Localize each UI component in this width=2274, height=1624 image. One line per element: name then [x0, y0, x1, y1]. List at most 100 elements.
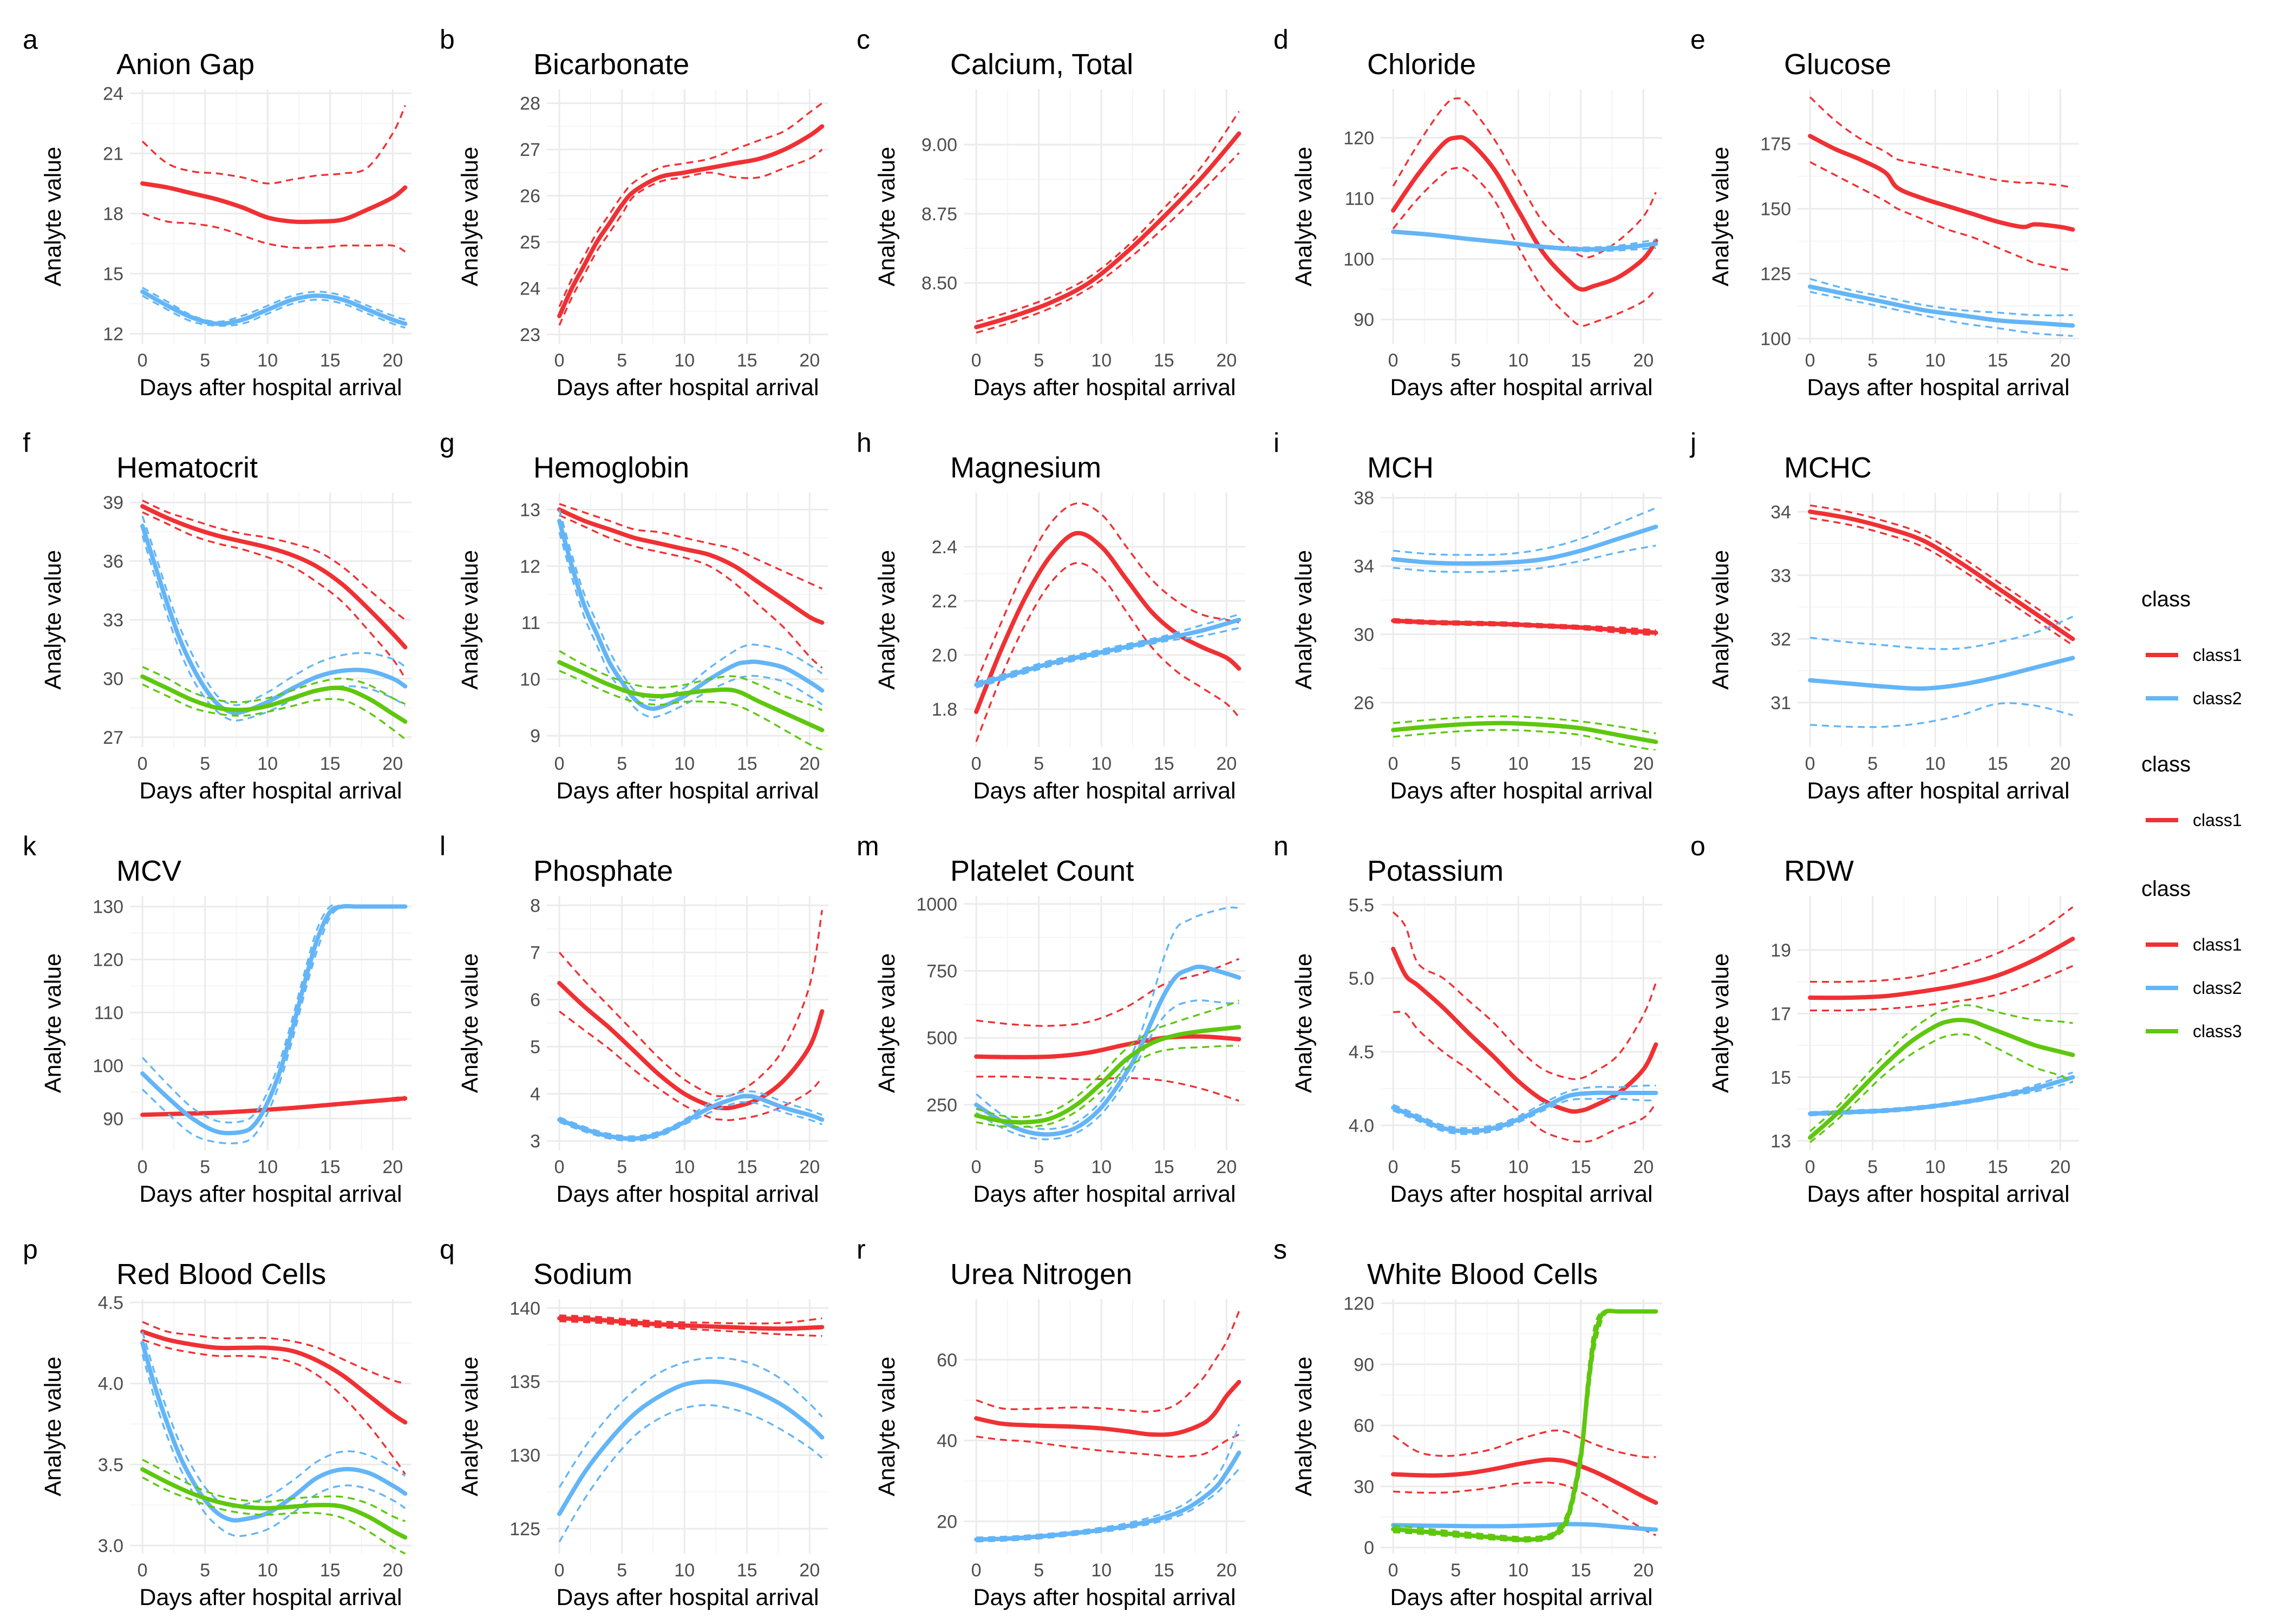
x-axis-title: Days after hospital arrival — [973, 1181, 1236, 1207]
panel-title: Phosphate — [533, 855, 673, 887]
lower-band-class3 — [976, 1045, 1239, 1128]
x-tick-label: 10 — [1508, 1157, 1528, 1177]
y-tick-label: 150 — [1760, 199, 1791, 220]
x-tick-label: 0 — [554, 1560, 565, 1581]
x-tick-label: 15 — [1988, 350, 2008, 371]
x-tick-label: 20 — [1633, 1157, 1654, 1177]
y-tick-label: 4.0 — [98, 1374, 123, 1394]
series-group — [1808, 96, 2075, 337]
y-axis-title: Analyte value — [874, 953, 900, 1093]
x-tick-label: 15 — [320, 754, 341, 774]
y-axis-title: Analyte value — [457, 1357, 483, 1496]
minor-grid — [547, 896, 828, 1150]
x-tick-label: 10 — [257, 1157, 278, 1177]
axes: 0 5 10 15 20 125 130 135 140 — [509, 1298, 828, 1581]
x-tick-label: 15 — [737, 1157, 757, 1177]
series-group — [557, 102, 825, 326]
x-axis-title: Days after hospital arrival — [556, 778, 819, 804]
x-tick-label: 10 — [1508, 350, 1528, 371]
upper-band-class1 — [975, 502, 1239, 683]
axes: 0 5 10 15 20 100 125 150 175 — [1760, 89, 2079, 371]
y-tick-label: 10 — [520, 670, 540, 690]
lower-band-class1 — [1809, 517, 2074, 646]
panel-letter: b — [440, 24, 455, 55]
x-tick-label: 20 — [382, 754, 403, 774]
x-tick-label: 5 — [200, 350, 210, 371]
upper-band-class2 — [976, 613, 1239, 683]
axes: 0 5 10 15 20 23 24 25 26 27 28 — [520, 89, 828, 371]
series-line-class1 — [974, 131, 1241, 330]
x-tick-label: 10 — [257, 1560, 278, 1581]
x-tick-label: 10 — [257, 350, 278, 371]
x-tick-label: 5 — [617, 350, 627, 371]
x-tick-label: 10 — [1091, 1560, 1112, 1581]
series-group — [140, 903, 408, 1144]
series-line-class3 — [557, 660, 825, 732]
panel-letter: k — [23, 831, 37, 861]
x-tick-label: 10 — [1925, 754, 1945, 774]
y-tick-label: 8.75 — [922, 204, 957, 225]
upper-band-class2 — [558, 1357, 823, 1488]
upper-band-class1 — [558, 909, 824, 1097]
x-tick-label: 15 — [1154, 754, 1174, 774]
x-tick-label: 20 — [799, 1157, 820, 1177]
panel-title: Potassium — [1367, 855, 1504, 887]
minor-grid — [1381, 1299, 1662, 1554]
y-tick-label: 750 — [926, 961, 957, 982]
minor-grid — [964, 1299, 1245, 1554]
y-tick-label: 100 — [93, 1056, 123, 1076]
x-tick-label: 0 — [971, 754, 982, 774]
panel-letter: o — [1690, 831, 1706, 861]
axes: 0 5 10 15 20 90 100 110 120 — [1343, 89, 1662, 371]
minor-grid — [1381, 493, 1662, 747]
lower-band-class1 — [975, 562, 1240, 742]
y-tick-label: 24 — [103, 83, 123, 104]
minor-grid — [1381, 896, 1662, 1150]
lower-band-class2 — [1393, 545, 1656, 573]
x-tick-label: 5 — [617, 754, 627, 774]
panel-title: MCH — [1367, 451, 1434, 484]
lower-band-class2 — [1809, 291, 2073, 337]
x-tick-label: 15 — [320, 1157, 341, 1177]
y-tick-label: 0 — [1364, 1538, 1374, 1558]
series-line-class1 — [974, 1379, 1241, 1437]
series-line-class1 — [1808, 937, 2075, 1000]
x-tick-label: 5 — [1034, 754, 1044, 774]
legend-area: classclass1class2classclass1classclass1c… — [2141, 587, 2242, 1041]
x-axis-title: Days after hospital arrival — [139, 375, 402, 401]
upper-band-class2 — [1393, 1084, 1656, 1129]
y-axis-title: Analyte value — [40, 1357, 66, 1496]
y-tick-label: 100 — [1343, 249, 1374, 270]
upper-band-class2 — [559, 1090, 822, 1137]
lower-band-class2 — [142, 294, 406, 329]
y-tick-label: 90 — [1354, 1354, 1374, 1375]
y-axis-title: Analyte value — [874, 550, 900, 690]
x-axis-title: Days after hospital arrival — [973, 375, 1236, 401]
x-tick-label: 20 — [1216, 754, 1237, 774]
lower-band-class2 — [976, 627, 1239, 689]
y-tick-label: 120 — [1343, 128, 1374, 149]
lower-band-class1 — [558, 148, 823, 326]
axes: 0 5 10 15 20 12 15 18 21 24 — [103, 83, 411, 371]
series-line-class2 — [140, 523, 408, 715]
y-axis-title: Analyte value — [457, 147, 483, 286]
y-tick-label: 120 — [1343, 1294, 1374, 1314]
x-tick-label: 0 — [971, 1157, 982, 1177]
lower-band-class2 — [141, 1354, 406, 1537]
chart-panel-l: 0 5 10 15 20 3 4 5 6 7 8 l Phosphate Days after hospi… — [440, 831, 828, 1207]
series-line-class1 — [557, 507, 825, 625]
y-tick-label: 2.0 — [932, 645, 957, 666]
y-tick-label: 12 — [103, 324, 123, 344]
series-line-class3 — [974, 1025, 1241, 1125]
lower-band-class1 — [1809, 161, 2073, 272]
x-axis-title: Days after hospital arrival — [139, 778, 402, 804]
y-axis-title: Analyte value — [457, 953, 483, 1093]
x-tick-label: 20 — [382, 1157, 403, 1177]
panel-title: Hemoglobin — [533, 451, 689, 484]
series-line-class1 — [557, 124, 825, 318]
y-tick-label: 90 — [103, 1109, 123, 1129]
series-line-class1 — [557, 1316, 825, 1331]
y-tick-label: 9 — [530, 726, 540, 746]
lower-band-class1 — [142, 511, 406, 679]
